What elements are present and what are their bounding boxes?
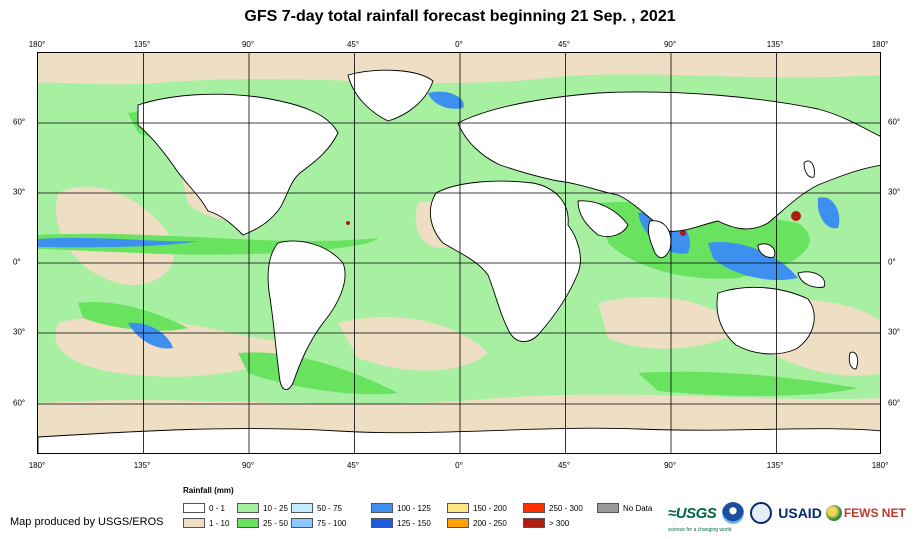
extreme-rain-spots <box>346 211 801 236</box>
lon-tick-bottom: 90° <box>663 461 677 470</box>
legend-label: 100 - 125 <box>397 503 431 513</box>
credit-text: Map produced by USGS/EROS <box>10 516 164 528</box>
lon-tick-top: 45° <box>557 40 571 49</box>
lon-tick-bottom: 0° <box>455 461 463 470</box>
legend-swatch <box>237 518 259 528</box>
continents <box>38 69 880 453</box>
lon-tick-bottom: 180° <box>871 461 889 470</box>
lon-tick-top: 135° <box>133 40 151 49</box>
lat-tick-left: 60° <box>13 398 26 408</box>
legend-label: 0 - 1 <box>209 503 226 513</box>
legend-item: No Data <box>597 503 652 513</box>
legend-label: 150 - 200 <box>473 503 507 513</box>
lon-tick-top: 90° <box>241 40 255 49</box>
legend-item: 250 - 300 <box>523 503 583 513</box>
arabia <box>577 200 629 237</box>
antarctica <box>38 427 880 453</box>
lon-tick-top: 135° <box>766 40 784 49</box>
legend-item: > 300 <box>523 518 569 528</box>
lat-tick-left: 0° <box>13 257 21 267</box>
lon-tick-top: 180° <box>871 40 889 49</box>
legend-swatch <box>371 503 393 513</box>
japan <box>803 160 815 178</box>
legend-item: 200 - 250 <box>447 518 507 528</box>
lat-tick-right: 60° <box>888 398 901 408</box>
legend-item: 100 - 125 <box>371 503 431 513</box>
rainfall-map-canvas <box>38 53 880 453</box>
new-zealand <box>848 351 859 370</box>
legend-item: 0 - 1 <box>183 503 225 513</box>
legend-swatch <box>183 518 205 528</box>
fews-globe-icon <box>825 505 842 521</box>
india <box>647 220 672 259</box>
legend-swatch <box>291 518 313 528</box>
legend-swatch <box>523 503 545 513</box>
legend-title: Rainfall (mm) <box>183 486 234 495</box>
legend-item: 75 - 100 <box>291 518 346 528</box>
legend-label: 75 - 100 <box>317 518 347 528</box>
lon-tick-bottom: 180° <box>28 461 46 470</box>
lat-tick-right: 0° <box>888 257 896 267</box>
australia <box>716 286 815 355</box>
lon-tick-top: 0° <box>455 40 463 49</box>
lat-tick-right: 60° <box>888 117 901 127</box>
graticule <box>38 53 880 453</box>
greenland <box>347 69 434 122</box>
legend-item: 10 - 25 <box>237 503 288 513</box>
legend-label: 10 - 25 <box>263 503 288 513</box>
legend-label: 25 - 50 <box>263 518 288 528</box>
legend-item: 25 - 50 <box>237 518 288 528</box>
legend-item: 1 - 10 <box>183 518 229 528</box>
legend-item: 150 - 200 <box>447 503 507 513</box>
usgs-wordmark: ≈USGS <box>668 504 717 522</box>
lat-tick-right: 30° <box>888 327 901 337</box>
legend-swatch <box>183 503 205 513</box>
lat-tick-left: 30° <box>13 187 26 197</box>
lon-tick-top: 45° <box>346 40 360 49</box>
legend-swatch <box>371 518 393 528</box>
north-america <box>137 93 339 236</box>
fews-wordmark: FEWS NET <box>843 506 906 520</box>
legend-label: 250 - 300 <box>549 503 583 513</box>
usgs-logo: ≈USGS science for a changing world <box>668 504 731 533</box>
legend-swatch <box>523 518 545 528</box>
lon-tick-bottom: 90° <box>241 461 255 470</box>
lon-tick-bottom: 45° <box>346 461 360 470</box>
legend-item: 50 - 75 <box>291 503 342 513</box>
lat-tick-left: 30° <box>13 327 26 337</box>
legend-swatch <box>447 518 469 528</box>
legend-swatch <box>447 503 469 513</box>
legend-label: No Data <box>623 503 653 513</box>
new-guinea <box>797 271 826 288</box>
map-title: GFS 7-day total rainfall forecast beginn… <box>244 8 676 25</box>
legend-swatch <box>597 503 619 513</box>
borneo <box>757 243 776 258</box>
legend-label: 125 - 150 <box>397 518 431 528</box>
lon-tick-top: 90° <box>663 40 677 49</box>
lat-tick-left: 60° <box>13 117 26 127</box>
africa <box>429 180 581 342</box>
usaid-seal-icon <box>750 502 773 524</box>
lon-tick-bottom: 45° <box>557 461 571 470</box>
legend-label: 200 - 250 <box>473 518 507 528</box>
legend-swatch <box>291 503 313 513</box>
legend-swatch <box>237 503 259 513</box>
usgs-tagline: science for a changing world <box>668 526 732 533</box>
logo-strip: ≈USGS science for a changing world USAID… <box>668 498 906 533</box>
usaid-wordmark: USAID <box>778 505 822 521</box>
legend-label: 1 - 10 <box>209 518 230 528</box>
lat-tick-right: 30° <box>888 187 901 197</box>
rainfall-map <box>37 52 881 454</box>
lon-tick-bottom: 135° <box>766 461 784 470</box>
legend-item: 125 - 150 <box>371 518 431 528</box>
lon-tick-bottom: 135° <box>133 461 151 470</box>
noaa-logo <box>722 502 745 524</box>
legend-label: > 300 <box>549 518 570 528</box>
legend-label: 50 - 75 <box>317 503 342 513</box>
lon-tick-top: 180° <box>28 40 46 49</box>
